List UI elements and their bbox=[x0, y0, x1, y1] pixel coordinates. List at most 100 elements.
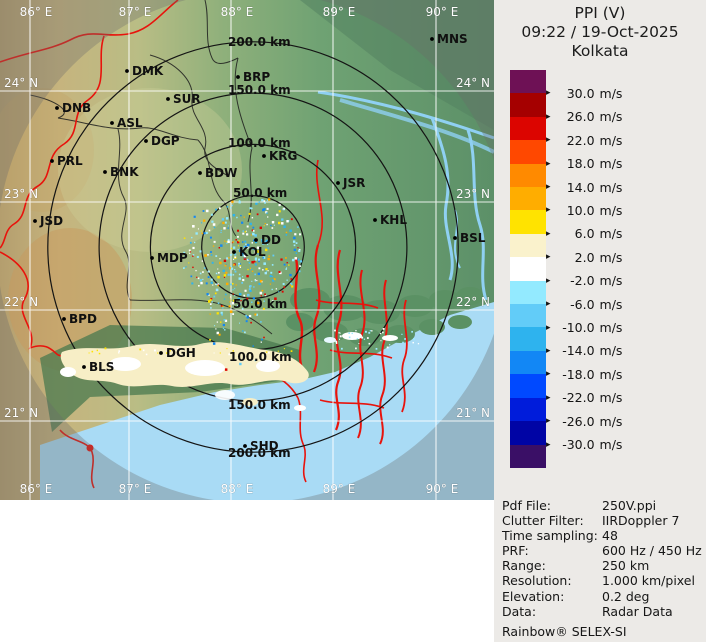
echo-pixel bbox=[218, 247, 221, 249]
tick-unit: m/s bbox=[599, 390, 623, 406]
echo-pixel bbox=[221, 313, 223, 316]
echo-pixel bbox=[289, 284, 292, 286]
echo-pixel bbox=[236, 216, 238, 219]
echo-pixel bbox=[299, 260, 303, 263]
info-value: 250V.ppi bbox=[602, 498, 657, 513]
legend-band bbox=[510, 280, 546, 305]
lat-label: 24° N bbox=[456, 76, 490, 90]
lat-label: 22° N bbox=[4, 295, 38, 309]
echo-pixel bbox=[220, 304, 223, 307]
echo-pixel bbox=[355, 329, 357, 332]
echo-pixel bbox=[241, 282, 244, 284]
echo-pixel bbox=[291, 285, 294, 288]
lon-label: 88° E bbox=[221, 5, 254, 19]
tick-value: 30.0 bbox=[566, 85, 595, 101]
legend-band bbox=[510, 444, 546, 468]
range-ring-label: 100.0 km bbox=[229, 350, 292, 364]
echo-pixel bbox=[365, 330, 367, 333]
echo-pixel bbox=[243, 257, 247, 260]
tick-value: -26.0 bbox=[562, 413, 595, 429]
legend-tick: ▸ 14.0 m/s bbox=[546, 180, 622, 195]
echo-pixel bbox=[298, 249, 301, 253]
echo-pixel bbox=[213, 240, 216, 243]
echo-pixel bbox=[209, 313, 211, 315]
echo-pixel bbox=[265, 239, 268, 243]
echo-pixel bbox=[242, 248, 245, 251]
echo-pixel bbox=[254, 280, 256, 282]
echo-pixel bbox=[413, 338, 416, 341]
echo-pixel bbox=[200, 281, 203, 285]
station-label: SHD bbox=[250, 439, 279, 453]
legend-tick: ▸ 18.0 m/s bbox=[546, 156, 622, 171]
station-label: BRP bbox=[243, 70, 270, 84]
echo-pixel bbox=[188, 262, 190, 264]
echo-pixel bbox=[88, 352, 90, 354]
echo-pixel bbox=[239, 266, 242, 268]
echo-pixel bbox=[247, 268, 249, 271]
echo-pixel bbox=[275, 288, 278, 290]
echo-pixel bbox=[232, 350, 234, 352]
echo-pixel bbox=[208, 229, 211, 232]
echo-pixel bbox=[220, 229, 222, 232]
echo-pixel bbox=[218, 271, 220, 274]
echo-pixel bbox=[286, 220, 289, 223]
echo-pixel bbox=[359, 334, 362, 337]
echo-pixel bbox=[212, 342, 216, 345]
echo-pixel bbox=[169, 350, 171, 352]
echo-pixel bbox=[263, 241, 266, 244]
info-value: 0.2 deg bbox=[602, 588, 650, 604]
tick-unit: m/s bbox=[599, 296, 623, 312]
echo-pixel bbox=[205, 209, 209, 213]
station-label: SUR bbox=[173, 92, 201, 106]
echo-pixel bbox=[244, 289, 247, 292]
echo-pixel bbox=[145, 353, 148, 356]
echo-pixel bbox=[244, 331, 246, 334]
graticule-lines bbox=[0, 0, 494, 500]
station-dot bbox=[243, 444, 247, 448]
echo-pixel bbox=[232, 293, 234, 295]
echo-pixel bbox=[234, 256, 237, 259]
echo-pixel bbox=[224, 221, 227, 224]
lon-label: 88° E bbox=[221, 482, 254, 496]
echo-pixel bbox=[411, 330, 413, 333]
echo-pixel bbox=[252, 247, 255, 250]
echo-pixel bbox=[254, 313, 257, 316]
echo-pixel bbox=[251, 260, 254, 264]
echo-pixel bbox=[250, 234, 252, 236]
echo-pixel bbox=[234, 253, 237, 256]
echo-pixel bbox=[213, 295, 216, 298]
info-panel: Pdf File: 250V.ppi Clutter Filter: IIRDoppl… bbox=[502, 498, 702, 639]
echo-pixel bbox=[266, 223, 268, 226]
echo-pixel bbox=[206, 293, 209, 296]
echo-pixel bbox=[297, 258, 300, 261]
echo-pixel bbox=[222, 327, 225, 330]
echo-pixel bbox=[276, 213, 279, 217]
station-label: DD bbox=[261, 233, 281, 247]
legend-tick: ▸ -26.0 m/s bbox=[546, 413, 622, 429]
lat-label: 23° N bbox=[4, 187, 38, 201]
echo-pixel bbox=[246, 293, 250, 297]
echo-pixel bbox=[290, 278, 293, 280]
echo-pixel bbox=[222, 269, 225, 273]
echo-pixel bbox=[226, 257, 229, 260]
lat-label: 21° N bbox=[4, 406, 38, 420]
echo-pixel bbox=[268, 351, 270, 354]
echo-pixel bbox=[230, 267, 234, 270]
tick-arrow-icon: ▸ bbox=[546, 416, 551, 427]
echo-pixel bbox=[214, 325, 216, 327]
station-dot bbox=[50, 159, 54, 163]
echo-pixel bbox=[264, 293, 266, 296]
echo-pixel bbox=[192, 266, 194, 269]
station-label: MDP bbox=[157, 251, 188, 265]
echo-pixel bbox=[231, 282, 234, 285]
station-label: MNS bbox=[437, 32, 468, 46]
echo-pixel bbox=[232, 313, 235, 316]
legend-band bbox=[510, 421, 546, 445]
echo-pixel bbox=[256, 213, 259, 216]
echo-pixel bbox=[246, 316, 249, 319]
echo-pixel bbox=[157, 352, 159, 354]
echo-pixel bbox=[252, 345, 254, 347]
lon-label: 86° E bbox=[20, 482, 53, 496]
echo-pixel bbox=[207, 300, 211, 303]
echo-pixel bbox=[191, 236, 193, 239]
